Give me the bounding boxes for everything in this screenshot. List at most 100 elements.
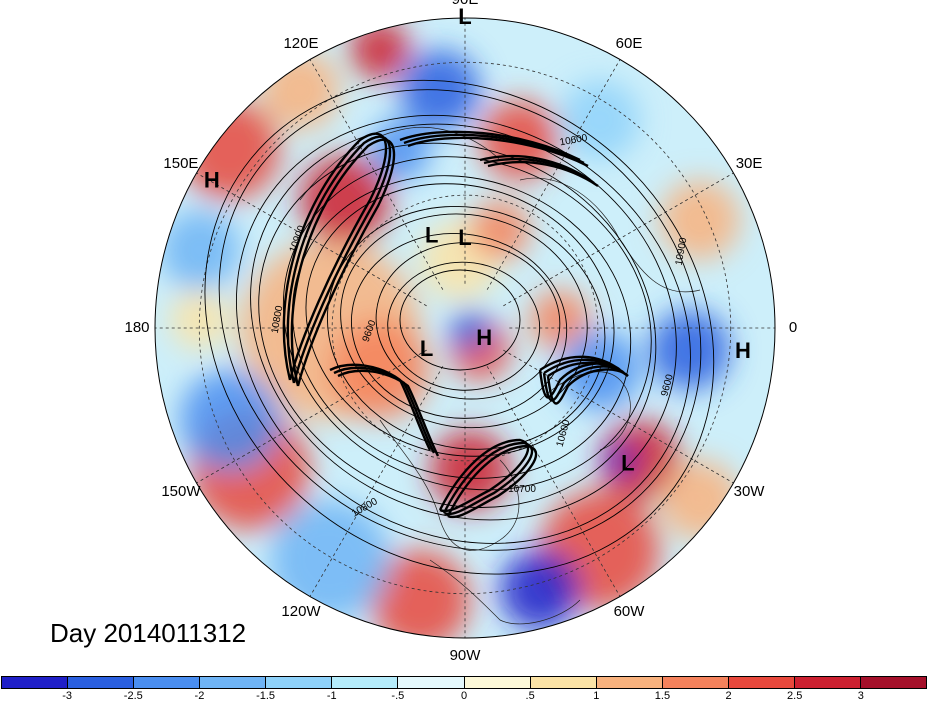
anomaly-patch: [600, 420, 680, 500]
meridian-line: [503, 172, 734, 307]
height-contour: [218, 89, 702, 551]
anomaly-patch: [270, 500, 390, 620]
colorbar-swatch: [134, 677, 201, 688]
pressure-center-label: H: [735, 338, 751, 363]
longitude-label: 60W: [614, 603, 646, 620]
coastline: [429, 559, 581, 625]
longitude-label: 120E: [283, 35, 318, 52]
anomaly-patch: [470, 200, 530, 260]
colorbar-swatch: [68, 677, 135, 688]
jet-contour: [337, 369, 440, 457]
colorbar-swatch: [200, 677, 267, 688]
colorbar-swatch: [596, 677, 663, 688]
colorbar-tick: -1: [326, 690, 337, 702]
colorbar-swatch: [530, 677, 597, 688]
anomaly-patch: [180, 100, 280, 200]
jet-contour: [403, 133, 585, 165]
colorbar-swatch: [464, 677, 531, 688]
meridian-line: [309, 59, 444, 290]
height-contour: [204, 79, 715, 575]
pressure-center-label: L: [420, 336, 433, 361]
pressure-center-label: H: [476, 325, 492, 350]
anomaly-patch: [605, 445, 635, 475]
anomaly-patch: [370, 120, 430, 180]
colorbar-swatch: [662, 677, 729, 688]
map-disk: [155, 18, 775, 638]
contour-label: 10600: [559, 133, 589, 149]
height-contour: [387, 261, 541, 391]
anomaly-patch: [660, 180, 740, 260]
colorbar-swatch: [398, 677, 465, 688]
jet-contour: [399, 130, 581, 162]
height-contour: [399, 269, 521, 371]
jet-contour: [438, 438, 530, 513]
longitude-label: 30E: [736, 155, 763, 172]
anomaly-patch: [560, 80, 640, 160]
longitude-label: 150W: [161, 483, 201, 500]
pressure-center-label: L: [458, 225, 471, 250]
height-contour: [258, 142, 657, 508]
height-contour: [350, 233, 568, 419]
pressure-center-label: L: [621, 450, 634, 475]
height-contour: [375, 242, 561, 400]
longitude-label: 0: [789, 319, 797, 336]
anomaly-patch: [500, 550, 580, 630]
anomaly-patch: [430, 430, 510, 510]
colorbar-swatch: [794, 677, 862, 688]
colorbar-swatch: [861, 677, 927, 688]
anomaly-patch: [180, 370, 280, 470]
jet-contour: [290, 138, 396, 387]
colorbar-swatch: [266, 677, 333, 688]
jet-contour: [487, 160, 599, 187]
longitude-label: 30W: [734, 483, 766, 500]
longitude-label: 90E: [452, 0, 479, 8]
jet-contour: [442, 441, 534, 516]
colorbar-swatch: [728, 677, 795, 688]
anomaly-patch: [370, 550, 470, 638]
pressure-center-label: L: [458, 4, 471, 29]
meridian-line: [486, 366, 621, 597]
colorbar-tick: 1.5: [654, 690, 671, 702]
latitude-circle: [198, 61, 732, 595]
meridian-line: [486, 59, 621, 290]
colorbar-tick-labels: -3 -2.5 -2 -1.5 -1 -.5 0 .5 1 1.5 2 2.5 3: [1, 690, 927, 702]
date-title: Day 2014011312: [50, 618, 247, 648]
colorbar: [1, 676, 927, 689]
longitude-label: 90W: [450, 647, 482, 664]
anomaly-patch: [350, 20, 410, 80]
pressure-center-label: L: [425, 222, 438, 247]
map-boundary: [154, 17, 776, 639]
longitude-label: 150E: [163, 155, 198, 172]
anomaly-patch: [660, 460, 740, 540]
longitude-labels: 90E 60E 30E 0 30W 60W 90W 120W 150W 180 150E 120E: [124, 0, 797, 664]
height-contour: [340, 213, 588, 429]
contour-label: 10800: [270, 304, 286, 334]
jet-contour: [546, 361, 629, 405]
colorbar-tick: 3: [857, 690, 864, 702]
longitude-label: 120W: [281, 603, 321, 620]
coastline: [299, 126, 501, 201]
height-contour: [250, 123, 677, 521]
jet-contour: [446, 444, 538, 519]
colorbar-tick: 2.5: [787, 690, 803, 702]
coastline: [539, 371, 631, 451]
longitude-label: 180: [124, 319, 149, 336]
anomaly-patch: [450, 310, 490, 350]
colorbar-tick: -2: [194, 690, 205, 702]
latitude-circle: [331, 194, 599, 462]
colorbar-swatch: [2, 677, 69, 688]
anomaly-patch: [170, 290, 230, 350]
contour-label: 10900: [674, 236, 690, 266]
colorbar-tick: -.5: [391, 690, 405, 702]
jet-contour: [407, 136, 589, 168]
colorbar-tick: -3: [62, 690, 73, 702]
colorbar-tick: .5: [525, 690, 535, 702]
colorbar-tick: 1: [593, 690, 600, 702]
colorbar-swatch: [332, 677, 399, 688]
colorbar-tick: 2: [725, 690, 732, 702]
colorbar-tick: -2.5: [123, 690, 143, 702]
pressure-center-label: H: [204, 168, 220, 193]
graticule: [155, 18, 775, 638]
